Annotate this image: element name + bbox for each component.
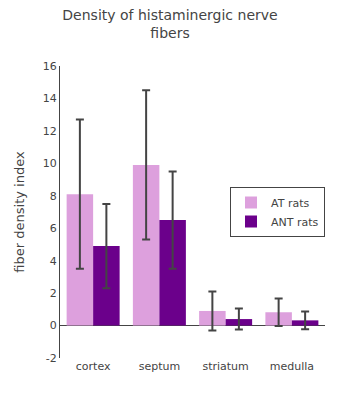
svg-text:cortex: cortex: [76, 360, 111, 373]
svg-text:0: 0: [50, 319, 57, 332]
svg-text:12: 12: [43, 125, 57, 138]
svg-text:Density of histaminergic nerve: Density of histaminergic nervefibers: [62, 7, 277, 41]
svg-text:10: 10: [43, 157, 57, 170]
svg-text:2: 2: [50, 287, 57, 300]
svg-text:ANT rats: ANT rats: [271, 216, 319, 229]
svg-text:6: 6: [50, 222, 57, 235]
svg-text:16: 16: [43, 60, 57, 73]
svg-text:medulla: medulla: [270, 360, 314, 373]
svg-text:septum: septum: [139, 360, 180, 373]
svg-text:4: 4: [50, 255, 57, 268]
svg-text:-2: -2: [46, 352, 57, 365]
svg-text:8: 8: [50, 190, 57, 203]
svg-text:AT rats: AT rats: [271, 197, 309, 210]
svg-text:14: 14: [43, 92, 57, 105]
svg-text:striatum: striatum: [202, 360, 248, 373]
svg-text:fiber density index: fiber density index: [12, 151, 27, 273]
